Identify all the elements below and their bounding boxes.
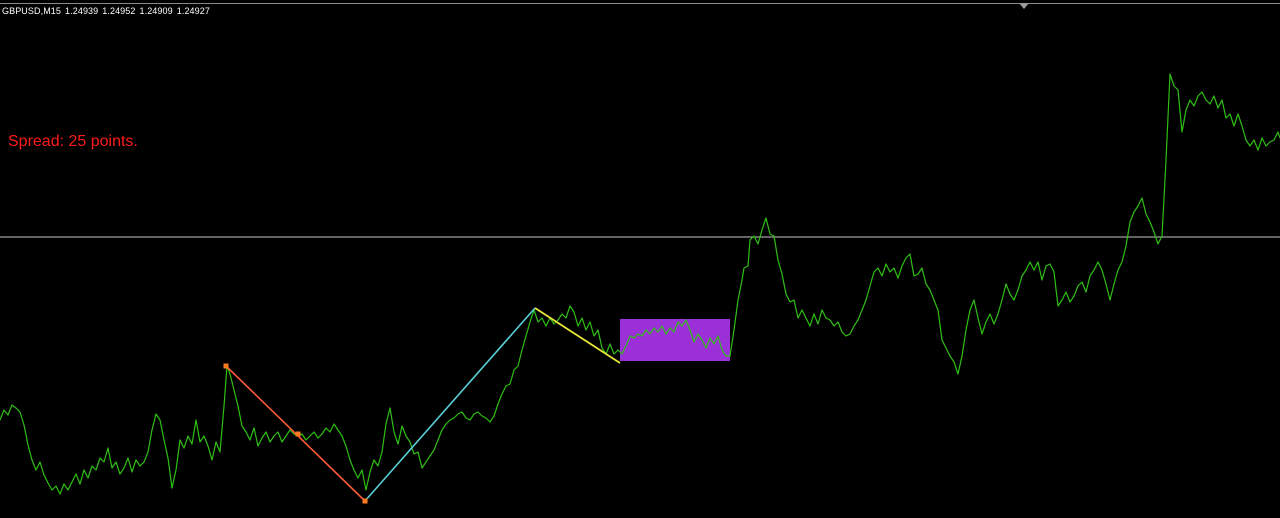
pivot-marker-high[interactable] [223,363,229,369]
pullback-leg-line[interactable] [534,307,621,364]
symbol-timeframe: GBPUSD,M15 [2,6,62,16]
consolidation-box[interactable] [620,319,730,361]
chart-shift-marker[interactable] [1019,3,1029,9]
pivot-marker-mid[interactable] [295,431,301,437]
price-line [0,73,1280,495]
high-price: 1.24952 [102,6,136,16]
chart-info-bar: GBPUSD,M15 1.24939 1.24952 1.24909 1.24927 [2,6,214,16]
open-price: 1.24939 [65,6,99,16]
pivot-marker-low[interactable] [362,498,368,504]
chart-top-border [0,3,1280,4]
spread-label: Spread: 25 points. [8,133,138,150]
up-leg-line[interactable] [364,307,536,502]
close-price: 1.24927 [176,6,210,16]
low-price: 1.24909 [139,6,173,16]
